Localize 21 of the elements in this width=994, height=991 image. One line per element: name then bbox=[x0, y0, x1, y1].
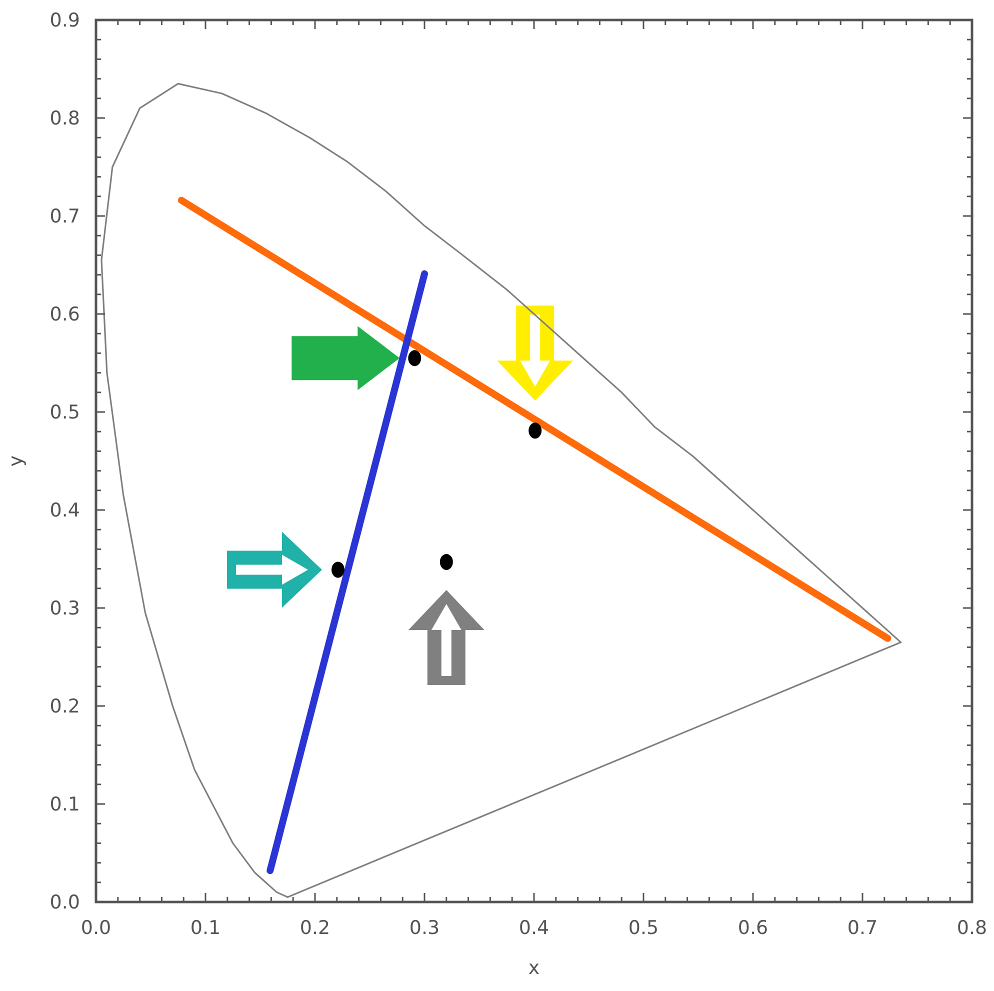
y-axis-title: y bbox=[5, 455, 27, 467]
y-tick-label: 0.3 bbox=[50, 598, 80, 620]
x-tick-label: 0.3 bbox=[409, 917, 440, 939]
x-tick-label: 0.1 bbox=[190, 917, 221, 939]
x-tick-label: 0.7 bbox=[847, 917, 878, 939]
x-tick-label: 0.2 bbox=[300, 917, 330, 939]
y-tick-label: 0.0 bbox=[50, 892, 80, 914]
x-tick-label: 0.5 bbox=[628, 917, 659, 939]
y-tick-label: 0.8 bbox=[50, 108, 80, 130]
x-tick-label: 0.8 bbox=[956, 917, 988, 939]
x-tick-label: 0.4 bbox=[518, 917, 550, 939]
x-tick-label: 0.0 bbox=[80, 917, 112, 939]
x-axis-title: x bbox=[528, 957, 540, 979]
y-tick-label: 0.2 bbox=[50, 696, 80, 718]
y-tick-label: 0.4 bbox=[50, 500, 80, 522]
y-tick-label: 0.1 bbox=[50, 794, 80, 816]
y-tick-label: 0.5 bbox=[50, 402, 80, 424]
y-tick-label: 0.6 bbox=[50, 304, 80, 326]
y-tick-label: 0.7 bbox=[50, 206, 80, 228]
y-tick-label: 0.9 bbox=[50, 10, 80, 32]
x-tick-label: 0.6 bbox=[738, 917, 768, 939]
